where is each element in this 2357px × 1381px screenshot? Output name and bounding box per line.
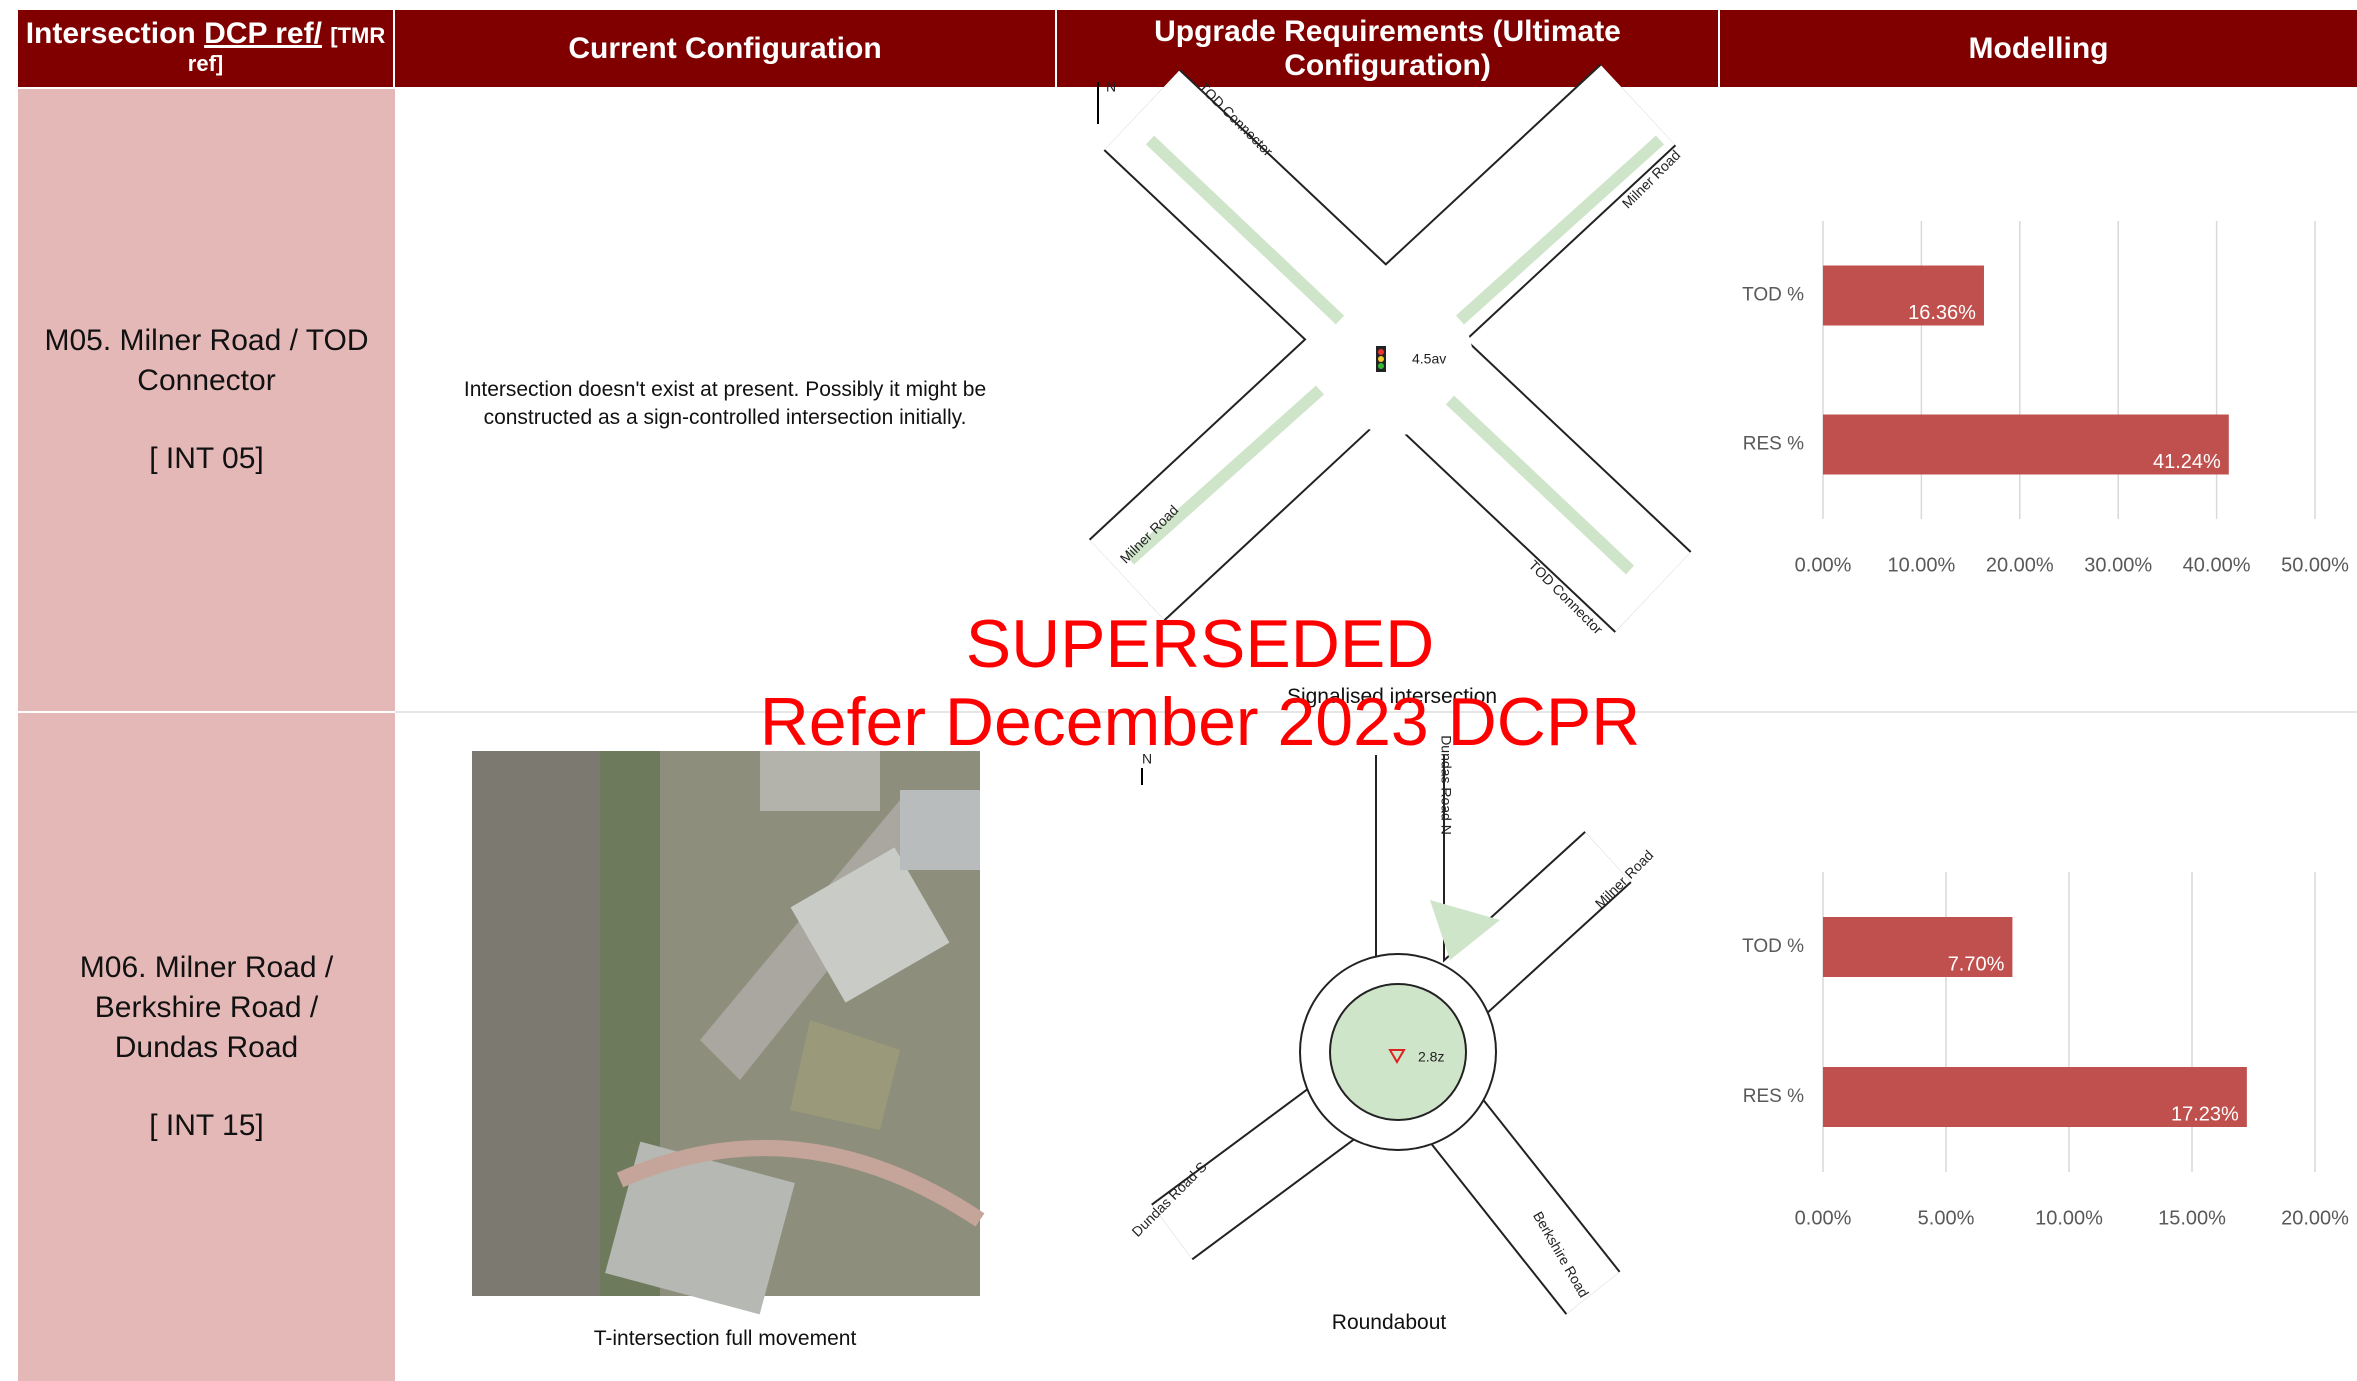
x-tick-label: 0.00% [1795, 1207, 1852, 1229]
x-tick-label: 10.00% [2035, 1207, 2103, 1229]
value-label: 41.24% [2153, 451, 2221, 473]
x-tick-label: 40.00% [2183, 554, 2251, 576]
ref-code: [ INT 05] [149, 442, 264, 475]
current-text: Intersection doesn't exist at present. P… [463, 378, 987, 429]
aerial-photo [472, 751, 985, 1315]
ref-code: [ INT 15] [149, 1109, 264, 1142]
header-text: [TMR ref] [187, 22, 386, 76]
x-tick-label: 20.00% [1986, 554, 2054, 576]
watermark-line: SUPERSEDED [965, 606, 1435, 682]
diagram-label: 4.5av [1412, 351, 1446, 367]
diagram-label: 2.8z [1418, 1049, 1444, 1065]
header-ref: Intersection DCP ref/ [TMR ref] [18, 10, 395, 87]
value-label: 17.23% [2171, 1103, 2239, 1125]
roundabout-diagram [1141, 755, 1632, 1315]
diagram-label: N [1106, 79, 1116, 95]
diagram-label: Dundas Road N [1438, 735, 1454, 835]
bar [1823, 265, 1984, 326]
x-tick-label: 20.00% [2281, 1207, 2349, 1229]
ref-cell: M05. Milner Road / TOD Connector [ INT 0… [18, 89, 395, 711]
header-cell: Modelling [1720, 10, 2357, 87]
ref-cell: M06. Milner Road / Berkshire Road / Dund… [18, 713, 395, 1381]
value-label: 7.70% [1948, 953, 2005, 975]
x-tick-label: 30.00% [2084, 554, 2152, 576]
current-caption: T-intersection full movement [593, 1327, 857, 1350]
bar [1823, 917, 2013, 977]
header-text: DCP ref/ [204, 16, 322, 50]
bar [1823, 1067, 2247, 1127]
upgrade-caption: Roundabout [1331, 1311, 1447, 1334]
category-label: RES % [1743, 1086, 1804, 1107]
x-tick-label: 5.00% [1918, 1207, 1975, 1229]
bar [1823, 414, 2229, 475]
diagram-label: N [1142, 751, 1152, 767]
x-tick-label: 15.00% [2158, 1207, 2226, 1229]
category-label: TOD % [1742, 285, 1804, 306]
category-label: RES % [1743, 434, 1804, 455]
x-tick-label: 0.00% [1795, 554, 1852, 576]
category-label: TOD % [1742, 936, 1804, 957]
intersection-diagram [1088, 63, 1692, 633]
header-ref-text: Intersection DCP ref/ [TMR ref] [18, 18, 393, 77]
watermark-line: Refer December 2023 DCPR [759, 684, 1641, 760]
watermark: SUPERSEDED Refer December 2023 DCPR [700, 605, 1700, 761]
header-text: Intersection [25, 16, 196, 50]
header-cell: Current Configuration [395, 10, 1057, 87]
upgrade-caption: Signalised intersection [1286, 685, 1498, 708]
header-cell: Upgrade Requirements (Ultimate Configura… [1057, 10, 1720, 87]
x-tick-label: 10.00% [1887, 554, 1955, 576]
ref-name: M06. Milner Road / Berkshire Road / Dund… [79, 951, 334, 1064]
ref-name: M05. Milner Road / TOD Connector [44, 324, 369, 397]
x-tick-label: 50.00% [2281, 554, 2349, 576]
value-label: 16.36% [1908, 302, 1976, 324]
